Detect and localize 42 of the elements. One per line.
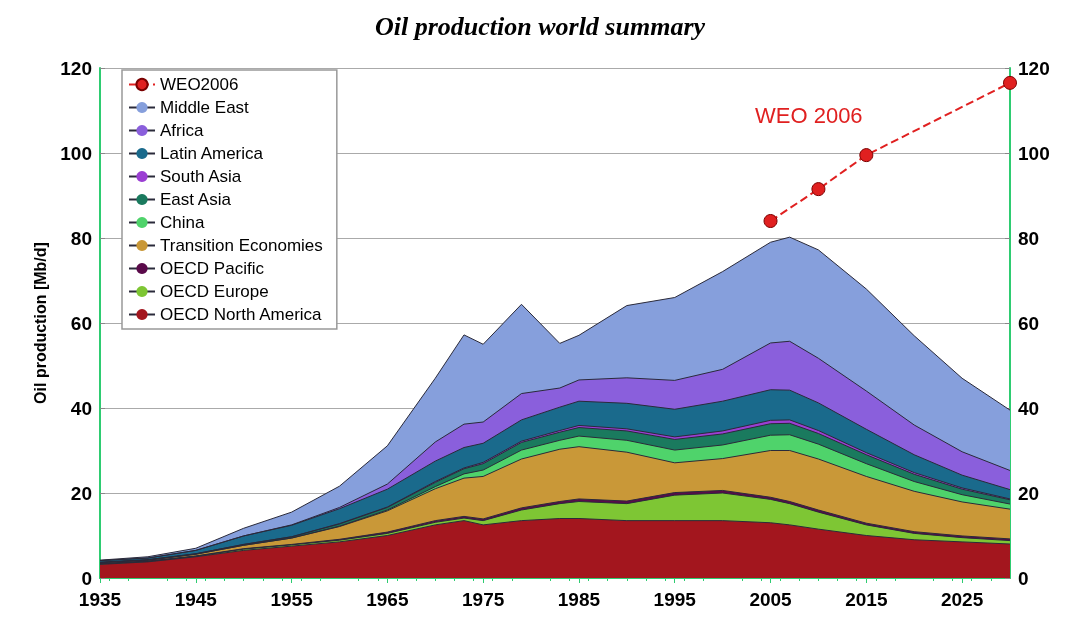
y-tick-label: 60 [70,312,92,334]
y-tick-label: 20 [70,482,92,504]
x-tick-label: 2005 [749,589,793,610]
legend-label: OECD Pacific [160,259,265,278]
y2-tick-label: 120 [1018,57,1050,79]
y-tick-label: 120 [60,57,92,79]
point [1003,75,1017,90]
y-tick-label: 80 [70,227,92,249]
point [763,214,778,228]
legend-label: OECD North America [160,305,323,324]
x-tick-label: 2015 [845,589,888,610]
point [859,148,874,163]
y-tick-label: 40 [70,397,92,419]
legend-label: East Asia [160,190,232,209]
x-tick-label: 1975 [462,589,505,610]
x-tick-label: 1965 [366,589,409,610]
x-tick-label: 2025 [940,589,984,610]
legend-label: Transition Economies [160,236,323,255]
annotation: WEO 2006 [755,102,863,128]
y2-tick-label: 20 [1018,482,1040,504]
y-tick-label: 100 [60,142,92,164]
legend-label: OECD Europe [160,282,269,301]
x-tick-label: 1935 [78,589,122,610]
x-tick-label: 1955 [270,589,314,610]
legend-label: South Asia [160,167,242,186]
chart-title: Oil production world summary [374,11,706,41]
x-tick-label: 1985 [557,589,601,610]
y-tick-label: 0 [81,567,92,589]
legend-label: WEO2006 [160,75,239,94]
y2-tick-label: 100 [1018,142,1050,164]
legend-label: Latin America [160,144,264,163]
legend-label: Middle East [160,98,250,117]
y-axis-title: Oil production [Mb/d] [31,242,49,404]
y2-tick-label: 0 [1018,567,1029,589]
y2-tick-label: 40 [1018,397,1040,419]
y2-tick-label: 80 [1018,227,1040,249]
legend-label: Africa [160,121,204,140]
point [811,182,826,197]
legend-label: China [160,213,205,232]
x-tick-label: 1995 [653,589,697,610]
x-tick-label: 1945 [174,589,218,610]
y2-tick-label: 60 [1018,312,1040,334]
